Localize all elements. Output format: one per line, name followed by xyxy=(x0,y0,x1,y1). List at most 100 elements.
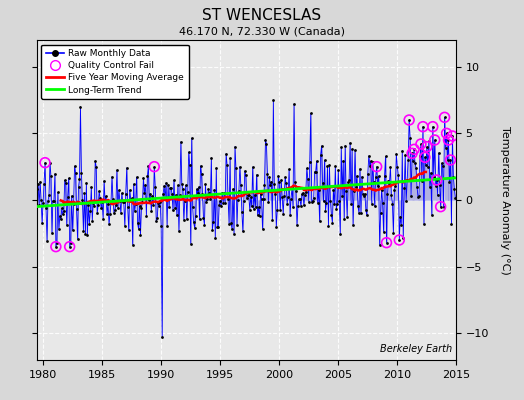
Point xyxy=(41,160,49,166)
Point xyxy=(86,208,94,215)
Point xyxy=(332,206,341,212)
Point xyxy=(212,165,221,171)
Point xyxy=(305,158,314,165)
Point xyxy=(180,216,188,223)
Point xyxy=(173,182,182,188)
Point xyxy=(421,154,429,160)
Point xyxy=(312,158,321,164)
Point xyxy=(276,207,285,214)
Point xyxy=(266,182,275,188)
Point xyxy=(246,194,255,200)
Point xyxy=(127,195,136,202)
Point xyxy=(355,210,363,216)
Point xyxy=(404,156,412,163)
Point xyxy=(40,181,48,187)
Point xyxy=(401,152,409,158)
Point xyxy=(353,173,361,179)
Point xyxy=(320,157,329,163)
Point xyxy=(370,203,379,209)
Point xyxy=(148,193,157,200)
Point xyxy=(66,244,74,250)
Point xyxy=(366,163,374,169)
Point xyxy=(81,231,90,238)
Point xyxy=(237,182,245,188)
Point xyxy=(52,240,61,246)
Point xyxy=(352,184,360,190)
Point xyxy=(405,117,413,123)
Point xyxy=(193,190,202,197)
Point xyxy=(264,199,272,206)
Point xyxy=(364,170,372,177)
Point xyxy=(97,205,105,212)
Point xyxy=(201,181,210,188)
Point xyxy=(318,143,326,149)
Point xyxy=(126,195,135,202)
Point xyxy=(433,192,442,198)
Point xyxy=(157,223,166,230)
Point xyxy=(378,200,387,206)
Text: Berkeley Earth: Berkeley Earth xyxy=(379,344,452,354)
Point xyxy=(220,190,228,196)
Point xyxy=(233,222,241,228)
Point xyxy=(198,171,206,177)
Point xyxy=(441,144,450,151)
Point xyxy=(446,157,455,163)
Point xyxy=(104,200,112,207)
Point xyxy=(343,214,351,220)
Point xyxy=(135,203,144,209)
Point xyxy=(173,212,181,218)
Point xyxy=(163,222,171,229)
Point xyxy=(307,110,315,116)
Point xyxy=(188,135,196,141)
Point xyxy=(272,223,280,230)
Point xyxy=(337,144,345,150)
Point xyxy=(310,195,318,201)
Point xyxy=(286,212,294,218)
Point xyxy=(288,184,296,190)
Point xyxy=(210,187,219,193)
Point xyxy=(300,202,308,208)
Point xyxy=(418,178,426,184)
Point xyxy=(226,155,234,161)
Point xyxy=(83,232,92,238)
Point xyxy=(64,175,73,182)
Point xyxy=(245,192,253,198)
Point xyxy=(429,124,437,130)
Point xyxy=(28,181,37,187)
Point xyxy=(430,174,438,180)
Point xyxy=(69,201,78,207)
Point xyxy=(429,124,437,130)
Point xyxy=(200,222,209,228)
Point xyxy=(319,198,328,205)
Point xyxy=(280,193,288,200)
Point xyxy=(88,217,96,224)
Point xyxy=(421,154,429,160)
Point xyxy=(90,203,99,210)
Point xyxy=(174,227,183,234)
Point xyxy=(241,168,249,174)
Point xyxy=(387,192,396,198)
Point xyxy=(106,211,114,217)
Point xyxy=(373,164,381,170)
Point xyxy=(254,204,263,210)
Point xyxy=(99,216,107,222)
Point xyxy=(329,187,337,194)
Point xyxy=(138,199,147,205)
Point xyxy=(82,179,91,186)
Point xyxy=(359,191,367,197)
Point xyxy=(33,186,41,192)
Point xyxy=(107,200,115,206)
Point xyxy=(108,174,116,180)
Point xyxy=(27,180,36,186)
Point xyxy=(169,207,177,213)
Point xyxy=(282,180,290,186)
Point xyxy=(149,202,158,208)
Point xyxy=(412,165,420,171)
Point xyxy=(66,244,74,250)
Point xyxy=(91,158,100,164)
Point xyxy=(41,160,49,166)
Point xyxy=(291,179,299,185)
Point xyxy=(74,184,83,190)
Point xyxy=(45,192,53,198)
Point xyxy=(294,203,302,209)
